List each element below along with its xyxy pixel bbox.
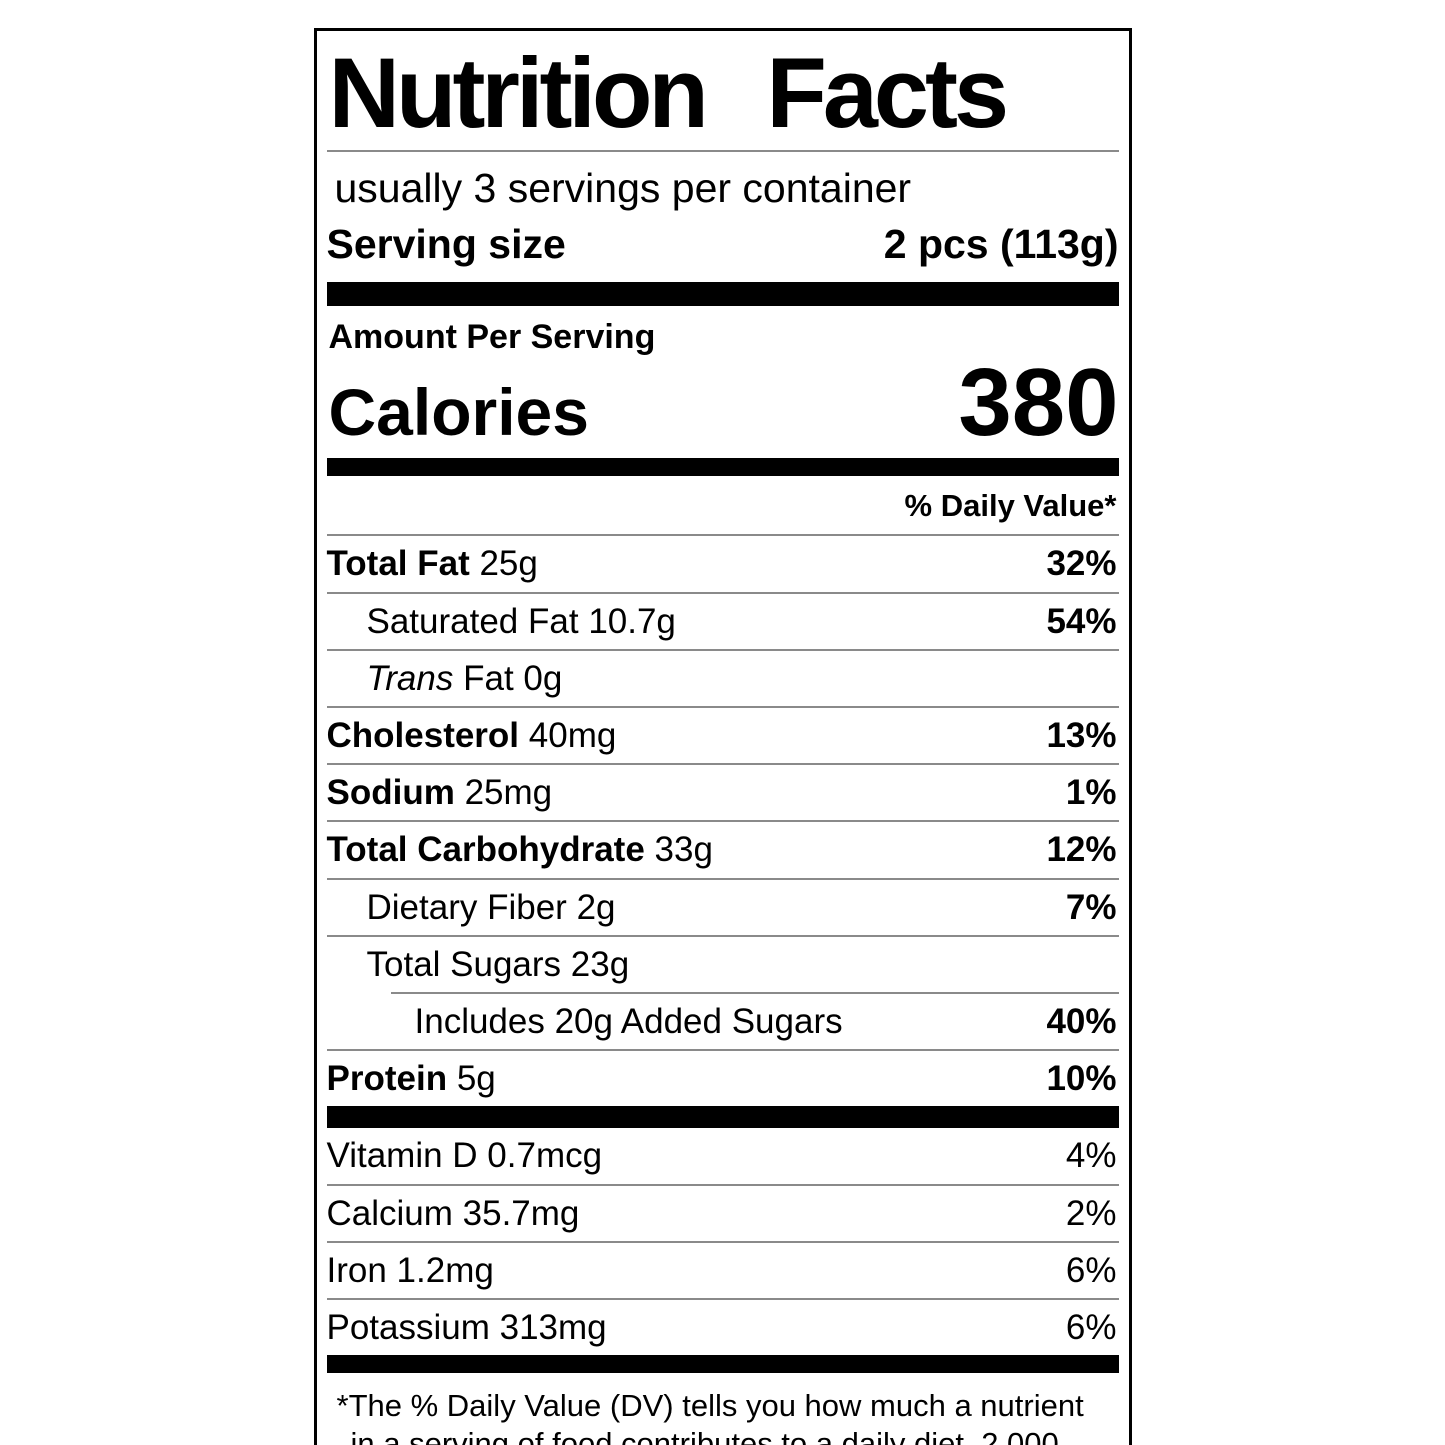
nutrient-amount: 25g [479, 544, 538, 584]
vitamin-dv: 6% [1065, 1250, 1117, 1290]
vitamin-dv: 2% [1065, 1193, 1117, 1233]
nutrient-name: Protein [326, 1059, 448, 1099]
nutrient-amount: 33g [654, 830, 713, 870]
nutrient-name: Saturated Fat [366, 601, 579, 641]
nutrient-dv: 13% [1046, 716, 1117, 755]
vitamin-name: Potassium 313mg [326, 1307, 607, 1347]
serving-size-label: Serving size [326, 221, 566, 268]
nutrient-amount: 40mg [528, 716, 617, 755]
vitamin-name: Vitamin D 0.7mcg [326, 1136, 603, 1176]
nutrient-name: Dietary Fiber [366, 887, 567, 927]
nutrient-row-total-carbohydrate: Total Carbohydrate 33g 12% [326, 820, 1119, 877]
serving-size-value: 2 pcs (113g) [883, 221, 1119, 268]
nutrient-dv: 32% [1046, 544, 1117, 584]
nutrient-row-saturated-fat: Saturated Fat 10.7g 54% [326, 591, 1119, 649]
nutrient-name: Sodium [326, 773, 455, 813]
calories-label: Calories [328, 375, 589, 450]
hairline-divider-indented [390, 991, 1119, 994]
daily-value-header: % Daily Value* [904, 488, 1117, 524]
nutrient-amount: 5g [456, 1059, 496, 1099]
nutrient-row-added-sugars: Includes 20g Added Sugars 40% [327, 994, 1119, 1049]
section-divider-bar [326, 1355, 1119, 1374]
nutrient-name: Total Carbohydrate [326, 830, 645, 870]
nutrient-name: Total Sugars [366, 944, 562, 984]
vitamin-dv: 4% [1065, 1136, 1117, 1176]
servings-per-container: usually 3 servings per container [334, 164, 912, 211]
vitamin-row-calcium: Calcium 35.7mg 2% [326, 1183, 1119, 1241]
vitamin-row-vitamin-d: Vitamin D 0.7mcg 4% [327, 1128, 1119, 1183]
nutrient-name: Total Fat [326, 544, 470, 584]
nutrient-name: Cholesterol [326, 716, 520, 755]
amount-per-serving-label: Amount Per Serving [328, 318, 656, 357]
nutrient-name: Trans [366, 658, 454, 698]
footnote-asterisk: * [336, 1388, 349, 1424]
vitamin-row-iron: Iron 1.2mg 6% [326, 1240, 1119, 1298]
section-divider-bar [326, 282, 1119, 307]
nutrient-amount: Fat 0g [463, 658, 563, 698]
nutrient-dv: 54% [1046, 601, 1117, 641]
nutrient-amount: 23g [570, 944, 630, 984]
nutrient-dv: 7% [1065, 887, 1117, 927]
nutrient-row-total-fat: Total Fat 25g 32% [326, 534, 1119, 591]
nutrient-row-sodium: Sodium 25mg 1% [326, 763, 1119, 820]
daily-value-footnote: *The % Daily Value (DV) tells you how mu… [327, 1373, 1119, 1445]
vitamin-name: Calcium 35.7mg [326, 1193, 580, 1233]
nutrient-row-protein: Protein 5g 10% [326, 1049, 1119, 1106]
calories-value: 380 [958, 349, 1119, 457]
nutrient-dv: 1% [1065, 773, 1117, 813]
nutrient-row-cholesterol: Cholesterol 40mg 13% [326, 706, 1119, 763]
nutrient-name: Includes 20g Added Sugars [414, 1001, 843, 1041]
section-divider-bar [326, 1106, 1119, 1129]
vitamin-dv: 6% [1065, 1307, 1117, 1347]
nutrient-dv: 12% [1046, 830, 1117, 870]
section-divider-bar [326, 458, 1119, 477]
nutrient-row-dietary-fiber: Dietary Fiber 2g 7% [326, 877, 1119, 935]
nutrient-row-total-sugars: Total Sugars 23g [326, 934, 1119, 992]
label-title: Nutrition Facts [326, 31, 1119, 152]
vitamin-name: Iron 1.2mg [326, 1250, 494, 1290]
nutrient-dv: 10% [1046, 1059, 1117, 1099]
nutrient-amount: 2g [576, 887, 616, 927]
calories-row: Calories 380 [327, 349, 1119, 458]
nutrition-facts-label: Nutrition Facts usually 3 servings per c… [313, 28, 1132, 1445]
nutrient-amount: 10.7g [588, 601, 676, 641]
nutrient-amount: 25mg [464, 773, 553, 813]
serving-size-row: Serving size 2 pcs (113g) [327, 215, 1119, 282]
nutrient-dv: 40% [1046, 1001, 1117, 1041]
footnote-text: The % Daily Value (DV) tells you how muc… [348, 1388, 1084, 1445]
nutrient-row-trans-fat: Trans Fat 0g [326, 648, 1119, 706]
vitamin-row-potassium: Potassium 313mg 6% [326, 1297, 1119, 1355]
